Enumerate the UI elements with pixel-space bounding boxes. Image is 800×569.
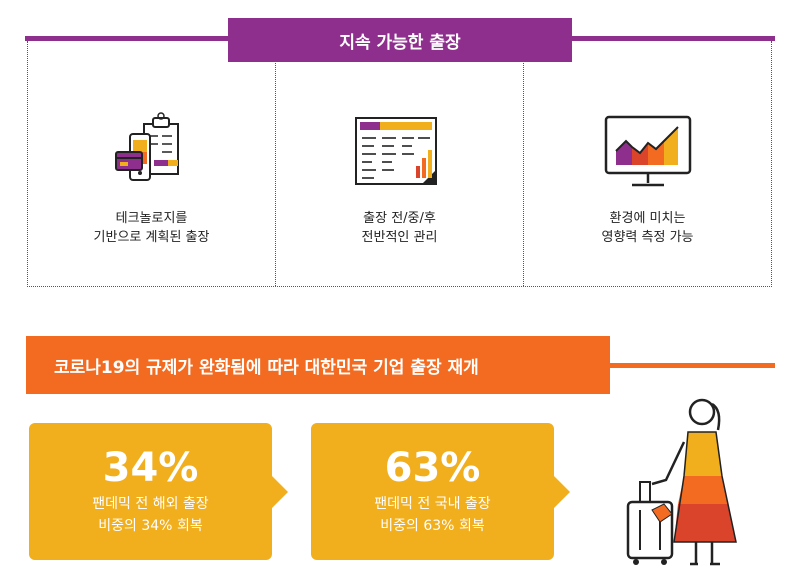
- tech-travel-icon: [102, 107, 202, 197]
- stat-desc-line-1: 팬데믹 전 해외 출장: [92, 496, 209, 512]
- feature-text-line-1: 환경에 미치는: [609, 211, 686, 226]
- feature-panels: 테크놀로지를 기반으로 계획된 출장: [27, 41, 772, 287]
- traveler-with-luggage-icon: [612, 392, 762, 568]
- stat-value: 63%: [384, 445, 481, 491]
- feature-text-line-2: 영향력 측정 가능: [601, 230, 694, 245]
- feature-text-line-1: 테크놀로지를: [115, 211, 188, 226]
- monitor-chart-icon: [598, 107, 698, 197]
- feature-panel-management: 출장 전/중/후 전반적인 관리: [275, 41, 523, 286]
- stat-value: 34%: [102, 445, 199, 491]
- feature-panel-impact: 환경에 미치는 영향력 측정 가능: [523, 41, 771, 286]
- section-divider-line: [600, 363, 775, 368]
- stat-desc-line-2: 비중의 34% 회복: [98, 518, 203, 534]
- feature-text-line-1: 출장 전/중/후: [363, 211, 436, 226]
- feature-text-line-2: 기반으로 계획된 출장: [93, 230, 210, 245]
- stat-desc-line-1: 팬데믹 전 국내 출장: [374, 496, 491, 512]
- section-title-business-travel-resume: 코로나19의 규제가 완화됨에 따라 대한민국 기업 출장 재개: [26, 336, 610, 394]
- stat-card-domestic: 63% 팬데믹 전 국내 출장 비중의 63% 회복: [311, 423, 570, 560]
- feature-panel-technology: 테크놀로지를 기반으로 계획된 출장: [28, 41, 275, 286]
- section-title-sustainable-travel: 지속 가능한 출장: [228, 18, 572, 62]
- spreadsheet-icon: [350, 107, 450, 197]
- feature-text-line-2: 전반적인 관리: [361, 230, 438, 245]
- stat-card-overseas: 34% 팬데믹 전 해외 출장 비중의 34% 회복: [29, 423, 288, 560]
- stat-desc-line-2: 비중의 63% 회복: [380, 518, 485, 534]
